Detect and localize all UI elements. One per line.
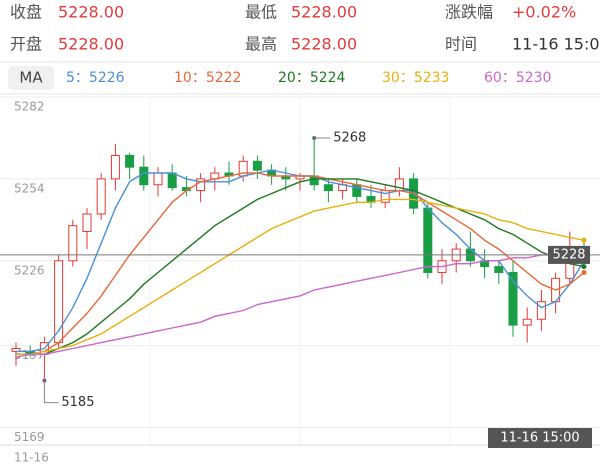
header-value: 5228.00 <box>58 35 124 54</box>
ma-title: MA <box>19 69 43 87</box>
legend-entry: 60：5230 <box>484 70 551 86</box>
ma-line <box>16 172 585 355</box>
ma-end-dot <box>581 269 587 275</box>
candle-body <box>125 154 135 168</box>
header-value: 5228.00 <box>291 35 357 54</box>
header-label: 收盘 <box>10 3 42 22</box>
price-box <box>548 245 590 264</box>
candle-body <box>323 184 333 192</box>
legend-text: 60 <box>484 70 502 86</box>
y-tick-label: 5282 <box>14 100 45 114</box>
price-label: 5228 <box>552 247 585 262</box>
ma-end-dot <box>581 264 587 270</box>
y-tick-label: 5226 <box>14 263 45 277</box>
candle-body <box>494 266 504 273</box>
candle-body <box>167 172 177 189</box>
header-value: 11-16 15:00 <box>512 35 600 54</box>
legend-text: 5226 <box>89 70 125 86</box>
header-label: 时间 <box>445 35 477 54</box>
legend-text: 5230 <box>516 70 552 86</box>
legend-text: ： <box>75 70 89 86</box>
ma-line <box>16 198 585 355</box>
min-leader <box>43 380 59 404</box>
candle-body <box>68 225 78 262</box>
legend-text: 5 <box>66 70 75 86</box>
legend-entry: 10：5222 <box>174 70 241 86</box>
legend-text: 5222 <box>206 70 242 86</box>
ma-end-dot <box>581 237 587 243</box>
legend-text: ： <box>192 70 206 86</box>
y-tick-label: 5254 <box>14 181 45 195</box>
candle-body <box>508 271 518 326</box>
candle-body <box>522 318 532 326</box>
legend-text: ： <box>296 70 310 86</box>
candle-body <box>252 160 262 171</box>
cursor-box <box>488 428 592 448</box>
max-label: 5268 <box>333 130 366 145</box>
ma-line <box>15 248 585 358</box>
header-value: 5228.00 <box>291 3 357 22</box>
candle-body <box>153 172 163 186</box>
x-tick-label: 11-16 <box>14 451 49 465</box>
legend-text: 5233 <box>414 70 450 86</box>
candle-body <box>536 301 546 320</box>
header-label: 最高 <box>245 35 277 54</box>
candle-body <box>110 154 120 180</box>
header-value: 5228.00 <box>58 3 124 22</box>
legend-text: ： <box>400 70 414 86</box>
candle-body <box>423 207 433 273</box>
header-label: 开盘 <box>10 35 42 54</box>
legend-text: 20 <box>278 70 296 86</box>
ma-line <box>16 178 585 355</box>
legend-text: 5224 <box>310 70 346 86</box>
legend-entry: 20：5224 <box>278 70 346 86</box>
legend-entry: 30：5233 <box>382 70 449 86</box>
legend-text: ： <box>502 70 516 86</box>
min-label: 5185 <box>61 395 94 410</box>
y-tick-label: 5169 <box>14 430 45 444</box>
candle-body <box>82 213 92 233</box>
header-label: 最低 <box>245 3 277 22</box>
candle-body <box>139 166 149 186</box>
legend-text: 30 <box>382 70 400 86</box>
ma-badge <box>8 66 54 90</box>
legend-entry: 5：5226 <box>66 70 125 86</box>
candle-body <box>96 178 106 215</box>
header-label: 涨跌幅 <box>445 3 493 22</box>
cursor-label: 11-16 15:00 <box>500 431 579 446</box>
legend-text: 10 <box>174 70 192 86</box>
header-value: +0.02% <box>512 3 576 22</box>
